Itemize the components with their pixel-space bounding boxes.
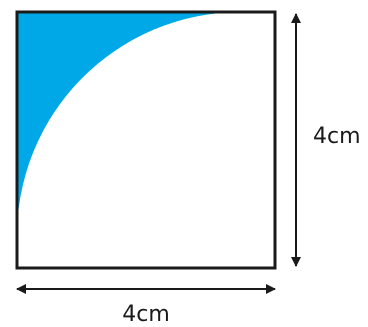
square-outline xyxy=(15,10,277,270)
bottom-side-length-label: 4cm xyxy=(122,302,170,327)
right-side-length-label: 4cm xyxy=(313,124,361,149)
shaded-region xyxy=(16,11,241,240)
